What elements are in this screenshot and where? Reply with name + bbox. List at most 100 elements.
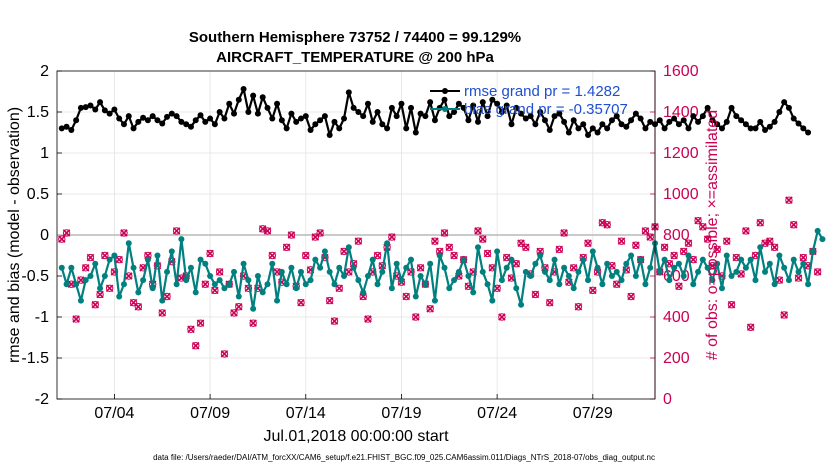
rmse-point [795, 120, 802, 127]
assimilated-point-stroke [502, 253, 511, 262]
possible-point [790, 221, 798, 229]
rmse-point [259, 94, 266, 101]
rmse-point [87, 102, 94, 109]
plot-frame [56, 70, 656, 400]
bias-point [297, 268, 304, 275]
bias-point [350, 264, 357, 271]
possible-point [91, 301, 99, 309]
possible-point [230, 309, 238, 317]
possible-point [407, 268, 415, 276]
bias-point [666, 277, 673, 284]
rmse-point [384, 125, 391, 132]
possible-point [215, 268, 224, 276]
assimilated-point-stroke [574, 302, 583, 311]
possible-point [574, 303, 583, 311]
possible-point [627, 292, 635, 301]
assimilated-point-stroke [345, 268, 353, 276]
y-right-tick-label: 1200 [663, 145, 699, 162]
assimilated-point [364, 315, 372, 323]
rmse-point [235, 96, 242, 103]
assimilated-point [81, 264, 90, 272]
assimilated-point-stroke [742, 227, 750, 235]
assimilated-point-stroke [450, 251, 458, 260]
assimilated-point-stroke [689, 255, 698, 264]
rmse-point [675, 121, 682, 128]
assimilated-point [799, 253, 808, 262]
rmse-point [771, 118, 778, 125]
bias-point [541, 268, 548, 275]
rmse-point [154, 117, 161, 124]
rmse-point [297, 115, 304, 122]
x-axis-label: Jul.01,2018 00:00:00 start [263, 428, 449, 445]
rmse-point [269, 115, 276, 122]
rmse-point [173, 113, 180, 120]
y-tick-label: -0.5 [21, 268, 49, 285]
assimilated-point [789, 220, 798, 229]
assimilated-point [416, 264, 425, 272]
assimilated-point-stroke [96, 290, 104, 299]
assimilated-point [751, 251, 760, 260]
rmse-point [532, 121, 539, 128]
rmse-point [594, 129, 601, 136]
rmse-point [135, 118, 142, 125]
rmse-point [360, 113, 367, 120]
assimilated-point-stroke [675, 282, 683, 291]
y-axis-label: rmse and bias (model - observation) [6, 107, 23, 363]
legend-bias-marker [442, 106, 448, 112]
rmse-point [508, 121, 515, 128]
rmse-point [695, 118, 702, 125]
rmse-point [498, 109, 505, 115]
assimilated-point-stroke [799, 253, 808, 262]
assimilated-point-stroke [737, 270, 745, 278]
possible-point [354, 237, 363, 245]
bias-point [809, 248, 816, 255]
bias-point [269, 260, 276, 267]
bias-point [408, 256, 415, 263]
assimilated-point-stroke [479, 235, 487, 243]
possible-point [770, 243, 779, 252]
assimilated-point [345, 268, 353, 276]
bias-line [60, 229, 824, 310]
y-tick-label: 1 [40, 145, 49, 162]
bias-point [173, 281, 180, 288]
rmse-point [470, 102, 477, 109]
rmse-point [288, 110, 295, 117]
rmse-point [718, 125, 725, 132]
bias-point [345, 244, 352, 251]
rmse-point [417, 110, 424, 117]
bias-point [283, 281, 290, 288]
bias-point [178, 236, 185, 243]
assimilated-point-stroke [220, 350, 229, 358]
bias-point [278, 268, 285, 275]
bias-point [546, 277, 553, 284]
bias-point [709, 277, 716, 284]
bias-point [120, 281, 127, 288]
y-right-tick-label: 1000 [663, 186, 699, 203]
bias-point [403, 264, 410, 271]
assimilated-point-stroke [302, 251, 310, 260]
bias-point [398, 277, 405, 284]
assimilated-point [780, 311, 788, 319]
bias-point [618, 277, 625, 284]
assimilated-point-stroke [72, 315, 80, 323]
assimilated-point [746, 323, 755, 332]
assimilated-point [670, 251, 678, 260]
bias-point [441, 264, 448, 271]
chart-title-line2: AIRCRAFT_TEMPERATURE @ 200 hPa [216, 49, 494, 66]
rmse-point [331, 118, 338, 125]
bias-point [675, 260, 682, 267]
rmse-point [465, 117, 472, 124]
assimilated-point [330, 317, 339, 325]
possible-point [517, 239, 525, 247]
bias-point [331, 281, 338, 288]
rmse-point [455, 100, 462, 107]
possible-point [522, 243, 530, 252]
assimilated-point-stroke [780, 311, 788, 319]
assimilated-point-stroke [416, 264, 425, 272]
assimilated-point-stroke [722, 237, 731, 245]
assimilated-point [555, 245, 564, 254]
bias-point [364, 273, 371, 279]
bias-point [87, 273, 94, 279]
rmse-point [503, 102, 510, 109]
y-axis-right-label: # of obs: o=possible; ×=assimilated [704, 110, 721, 360]
